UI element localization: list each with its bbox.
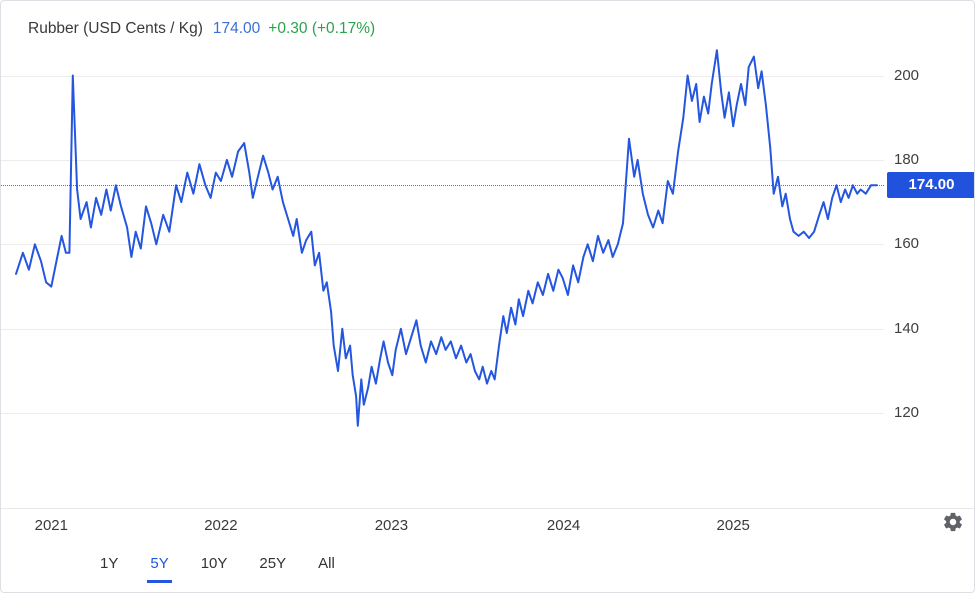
range-button-1y[interactable]: 1Y bbox=[97, 552, 121, 583]
range-button-25y[interactable]: 25Y bbox=[256, 552, 289, 583]
x-tick-label: 2025 bbox=[716, 517, 750, 534]
y-axis: 200 180 160 140 120 bbox=[894, 1, 974, 511]
range-toolbar: 1Y 5Y 10Y 25Y All bbox=[97, 552, 338, 583]
y-tick-label: 200 bbox=[894, 66, 920, 84]
price-change: +0.30 (+0.17%) bbox=[268, 20, 376, 37]
price-line bbox=[15, 49, 878, 427]
gridline bbox=[1, 413, 884, 415]
last-price: 174.00 bbox=[212, 20, 261, 37]
gridline bbox=[1, 159, 884, 161]
x-axis: 2021 2022 2023 2024 2025 bbox=[1, 517, 974, 537]
x-axis-line bbox=[1, 508, 974, 509]
range-button-all[interactable]: All bbox=[315, 552, 338, 583]
settings-gear-icon[interactable] bbox=[942, 511, 964, 533]
range-button-5y[interactable]: 5Y bbox=[147, 552, 172, 583]
current-price-badge-value: 174.00 bbox=[908, 176, 955, 194]
x-tick-label: 2024 bbox=[546, 517, 581, 534]
price-line-chart bbox=[15, 49, 878, 427]
chart-header: Rubber (USD Cents / Kg) 174.00 +0.30 (+0.1… bbox=[28, 20, 375, 38]
x-tick-label: 2021 bbox=[34, 517, 68, 534]
x-tick-label: 2022 bbox=[204, 517, 238, 534]
gridline bbox=[1, 328, 884, 330]
instrument-title: Rubber (USD Cents / Kg) bbox=[28, 20, 203, 37]
y-tick-label: 180 bbox=[894, 150, 920, 168]
y-tick-label: 140 bbox=[894, 319, 920, 337]
gridline bbox=[1, 244, 884, 246]
x-tick-label: 2023 bbox=[374, 517, 409, 534]
current-price-badge: 174.00 bbox=[887, 172, 974, 199]
y-tick-label: 160 bbox=[894, 235, 920, 253]
y-tick-label: 120 bbox=[894, 404, 920, 422]
current-price-line bbox=[1, 185, 884, 187]
gridline bbox=[1, 75, 884, 77]
plot-area[interactable] bbox=[1, 1, 884, 508]
range-button-10y[interactable]: 10Y bbox=[198, 552, 231, 583]
